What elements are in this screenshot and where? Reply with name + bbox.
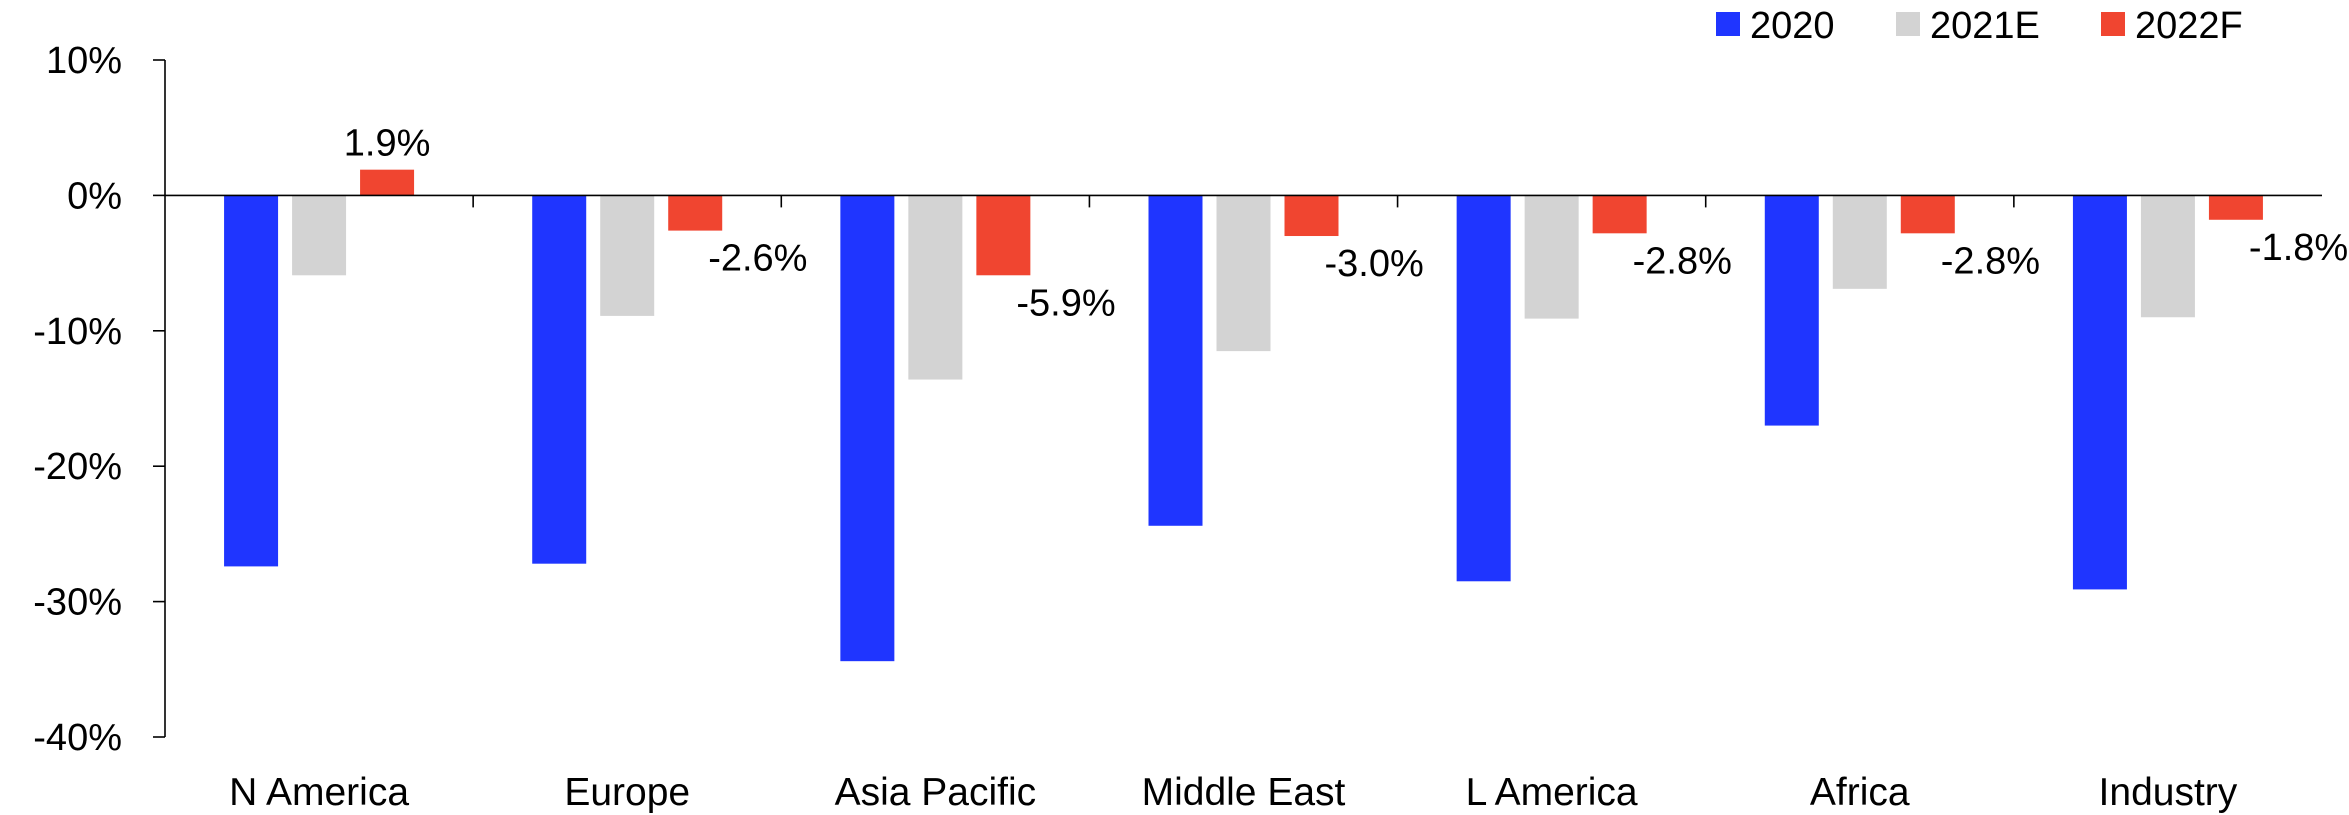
legend-swatch	[2101, 12, 2125, 36]
x-category-label: N America	[229, 771, 409, 814]
bar-2020-asia-pacific	[840, 195, 895, 662]
legend-label: 2020	[1750, 5, 1835, 47]
data-label: 1.9%	[344, 123, 431, 165]
legend-label: 2021E	[1930, 5, 2040, 47]
x-category-label: L America	[1466, 771, 1638, 814]
bar-2021e-middle-east	[1216, 195, 1271, 352]
x-category-label: Asia Pacific	[835, 771, 1037, 814]
bar-2022f-middle-east	[1284, 195, 1339, 237]
y-tick-label: 0%	[67, 175, 122, 217]
data-label: -1.8%	[2249, 227, 2348, 269]
bar-2021e-asia-pacific	[908, 195, 963, 380]
data-label: -2.8%	[1941, 240, 2040, 282]
y-tick-label: -40%	[33, 717, 122, 759]
bar-2020-industry	[2072, 195, 2127, 590]
x-category-label: Africa	[1810, 771, 1910, 814]
bar-2022f-l-america	[1592, 195, 1647, 234]
bar-2021e-l-america	[1524, 195, 1579, 319]
x-category-label: Europe	[564, 771, 690, 814]
bar-2020-l-america	[1456, 195, 1511, 582]
x-category-label: Industry	[2099, 771, 2238, 814]
bar-2022f-asia-pacific	[976, 195, 1031, 276]
x-category-label: Middle East	[1142, 771, 1346, 814]
data-label: -5.9%	[1016, 282, 1115, 324]
data-label: -2.6%	[708, 238, 807, 280]
zero-line	[165, 194, 2322, 208]
y-axis: 10% 0% -10% -20% -30% -40%	[33, 40, 166, 759]
bar-2021e-n-america	[292, 195, 347, 276]
bar-2021e-industry	[2140, 195, 2195, 318]
bar-2020-africa	[1764, 195, 1819, 426]
bar-2020-middle-east	[1148, 195, 1203, 526]
legend-label: 2022F	[2135, 5, 2243, 47]
bar-2022f-industry	[2208, 195, 2263, 220]
legend: 2020 2021E 2022F	[1716, 5, 2243, 47]
y-tick-label: -30%	[33, 582, 122, 624]
bar-2022f-n-america	[360, 169, 415, 196]
bar-2020-europe	[532, 195, 587, 564]
bar-2022f-europe	[668, 195, 723, 231]
legend-swatch	[1716, 12, 1740, 36]
data-label: -3.0%	[1325, 243, 1424, 285]
data-label: -2.8%	[1633, 240, 1732, 282]
bar-2021e-africa	[1832, 195, 1887, 289]
legend-swatch	[1896, 12, 1920, 36]
data-labels: 1.9% -2.6% -5.9% -3.0% -2.8% -2.8% -1.8%	[344, 123, 2348, 325]
bar-2022f-africa	[1900, 195, 1955, 234]
bars	[224, 169, 2263, 662]
y-tick-label: -20%	[33, 446, 122, 488]
category-labels: N America Europe Asia Pacific Middle East L …	[229, 771, 2238, 814]
y-tick-label: -10%	[33, 311, 122, 353]
bar-2021e-europe	[600, 195, 655, 316]
bar-2020-n-america	[224, 195, 279, 567]
y-tick-label: 10%	[46, 40, 122, 82]
